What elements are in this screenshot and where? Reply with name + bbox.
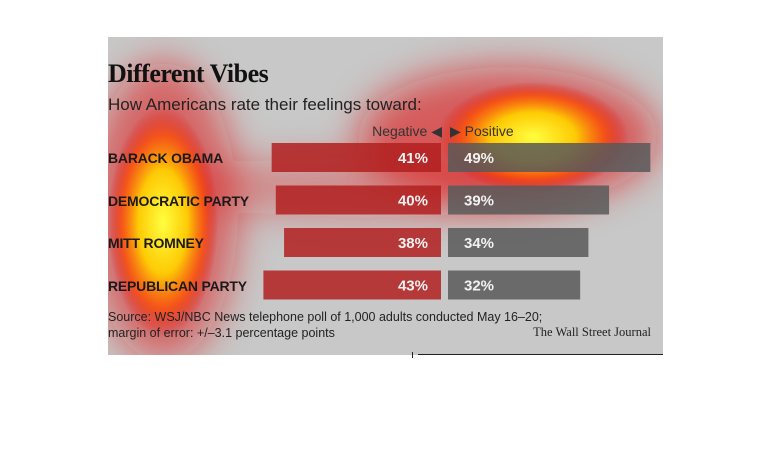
category-label: REPUBLICAN PARTY	[108, 277, 247, 294]
legend-positive: ▶ Positive	[450, 123, 514, 139]
data-label-negative: 40%	[398, 193, 428, 210]
bar-positive	[448, 228, 589, 257]
data-label-positive: 34%	[464, 235, 494, 252]
source-note: Source: WSJ/NBC News telephone poll of 1…	[108, 309, 542, 341]
source-line-2: margin of error: +/–3.1 percentage point…	[108, 326, 335, 340]
divider-tick	[412, 352, 413, 358]
chart-card: Different Vibes How Americans rate their…	[108, 37, 663, 355]
bar-chart: 41% 49% 40% 39% 38% 34% 43% 32%	[263, 143, 651, 300]
category-label: MITT ROMNEY	[108, 235, 204, 251]
legend-negative: Negative ◀	[372, 123, 442, 139]
bar-negative	[263, 270, 441, 300]
bar-positive	[448, 270, 581, 300]
bar-negative	[284, 228, 441, 257]
category-label: BARACK OBAMA	[108, 150, 224, 166]
bar-positive	[448, 143, 651, 172]
divider-line	[418, 354, 663, 355]
credit: The Wall Street Journal	[533, 325, 651, 339]
source-line-1: Source: WSJ/NBC News telephone poll of 1…	[108, 310, 543, 324]
data-label-negative: 43%	[398, 278, 428, 295]
data-label-negative: 41%	[398, 150, 428, 167]
data-label-positive: 32%	[464, 278, 494, 295]
bar-negative	[271, 143, 441, 172]
category-label: DEMOCRATIC PARTY	[108, 192, 249, 209]
data-label-negative: 38%	[398, 235, 428, 252]
bar-positive	[448, 185, 610, 215]
chart-title: Different Vibes	[108, 59, 269, 88]
bar-negative	[275, 185, 441, 215]
data-label-positive: 49%	[464, 150, 494, 167]
chart-subtitle: How Americans rate their feelings toward…	[108, 95, 422, 114]
data-label-positive: 39%	[464, 193, 494, 210]
